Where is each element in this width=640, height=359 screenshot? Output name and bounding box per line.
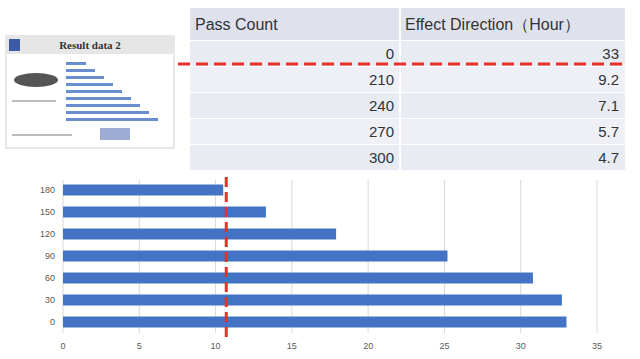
bar <box>63 207 266 218</box>
bar <box>63 251 447 262</box>
cell <box>190 67 399 92</box>
x-tick-label: 5 <box>137 341 142 351</box>
thumbnail-decoration <box>12 134 72 136</box>
x-tick-label: 30 <box>516 341 526 351</box>
thumbnail-header <box>6 36 174 54</box>
grid-line <box>520 180 521 333</box>
cell <box>401 119 625 144</box>
thumbnail-decoration <box>66 69 95 72</box>
y-tick-label: 60 <box>45 273 55 283</box>
bar <box>63 229 336 240</box>
bar <box>63 185 223 196</box>
cell <box>190 119 399 144</box>
cell-text: 4.7 <box>598 149 619 166</box>
bar <box>63 295 562 306</box>
x-tick-label: 10 <box>211 341 221 351</box>
thumbnail-logo <box>9 39 20 51</box>
bars <box>63 185 566 328</box>
thumbnail-decoration <box>66 118 158 121</box>
y-tick-label: 150 <box>40 207 55 217</box>
cell <box>190 145 399 170</box>
x-tick-label: 0 <box>60 341 65 351</box>
thumbnail-logo <box>100 128 130 140</box>
page: Result data 2 Pass Count Effect Direction（… <box>0 0 640 359</box>
bar-chart: 0 5 10 15 20 25 30 35 0 30 60 90 120 150 180 <box>40 177 602 351</box>
thumbnail-decoration <box>66 90 122 93</box>
thumbnail-decoration <box>66 111 149 114</box>
cell <box>190 93 399 118</box>
y-tick-label: 90 <box>45 251 55 261</box>
thumbnail-decoration <box>66 97 131 100</box>
separator-line <box>178 63 626 66</box>
cell-text: 270 <box>369 123 394 140</box>
thumbnail-decoration <box>66 83 113 86</box>
thumbnail-image <box>14 73 58 87</box>
x-tick-label: 20 <box>363 341 373 351</box>
y-tick-label: 180 <box>40 185 55 195</box>
cell-text: 9.2 <box>598 71 619 88</box>
x-tick-label: 35 <box>592 341 602 351</box>
y-tick-label: 0 <box>50 317 55 327</box>
header-cell <box>401 8 625 40</box>
header-text: Pass Count <box>195 16 278 33</box>
y-tick-label: 120 <box>40 229 55 239</box>
cell-text: 5.7 <box>598 123 619 140</box>
threshold-line <box>225 177 228 337</box>
cell <box>190 41 399 66</box>
cell-text: 240 <box>369 97 394 114</box>
thumbnail-title: Result data 2 <box>59 39 121 51</box>
thumbnail-decoration <box>66 104 140 107</box>
thumbnail-decoration <box>12 100 56 102</box>
cell <box>401 41 625 66</box>
cell-text: 7.1 <box>598 97 619 114</box>
cell-text: 33 <box>602 45 619 62</box>
grid-line <box>597 180 598 333</box>
table: Pass Count Effect Direction（Hour） 0 33 210 9.… <box>190 8 625 170</box>
cell-text: 0 <box>386 45 394 62</box>
header-text: Effect Direction（Hour） <box>405 16 580 33</box>
x-tick-label: 25 <box>439 341 449 351</box>
cell <box>401 93 625 118</box>
header-cell <box>190 8 399 40</box>
slide-thumbnail: Result data 2 <box>6 36 174 148</box>
bar <box>63 273 533 284</box>
bar <box>63 317 566 328</box>
thumbnail-decoration <box>66 76 104 79</box>
y-tick-label: 30 <box>45 295 55 305</box>
cell-text: 300 <box>369 149 394 166</box>
thumbnail-frame <box>6 36 174 148</box>
thumbnail-decoration <box>66 62 86 65</box>
cell <box>401 145 625 170</box>
x-tick-label: 15 <box>287 341 297 351</box>
cell-text: 210 <box>369 71 394 88</box>
cell <box>401 67 625 92</box>
